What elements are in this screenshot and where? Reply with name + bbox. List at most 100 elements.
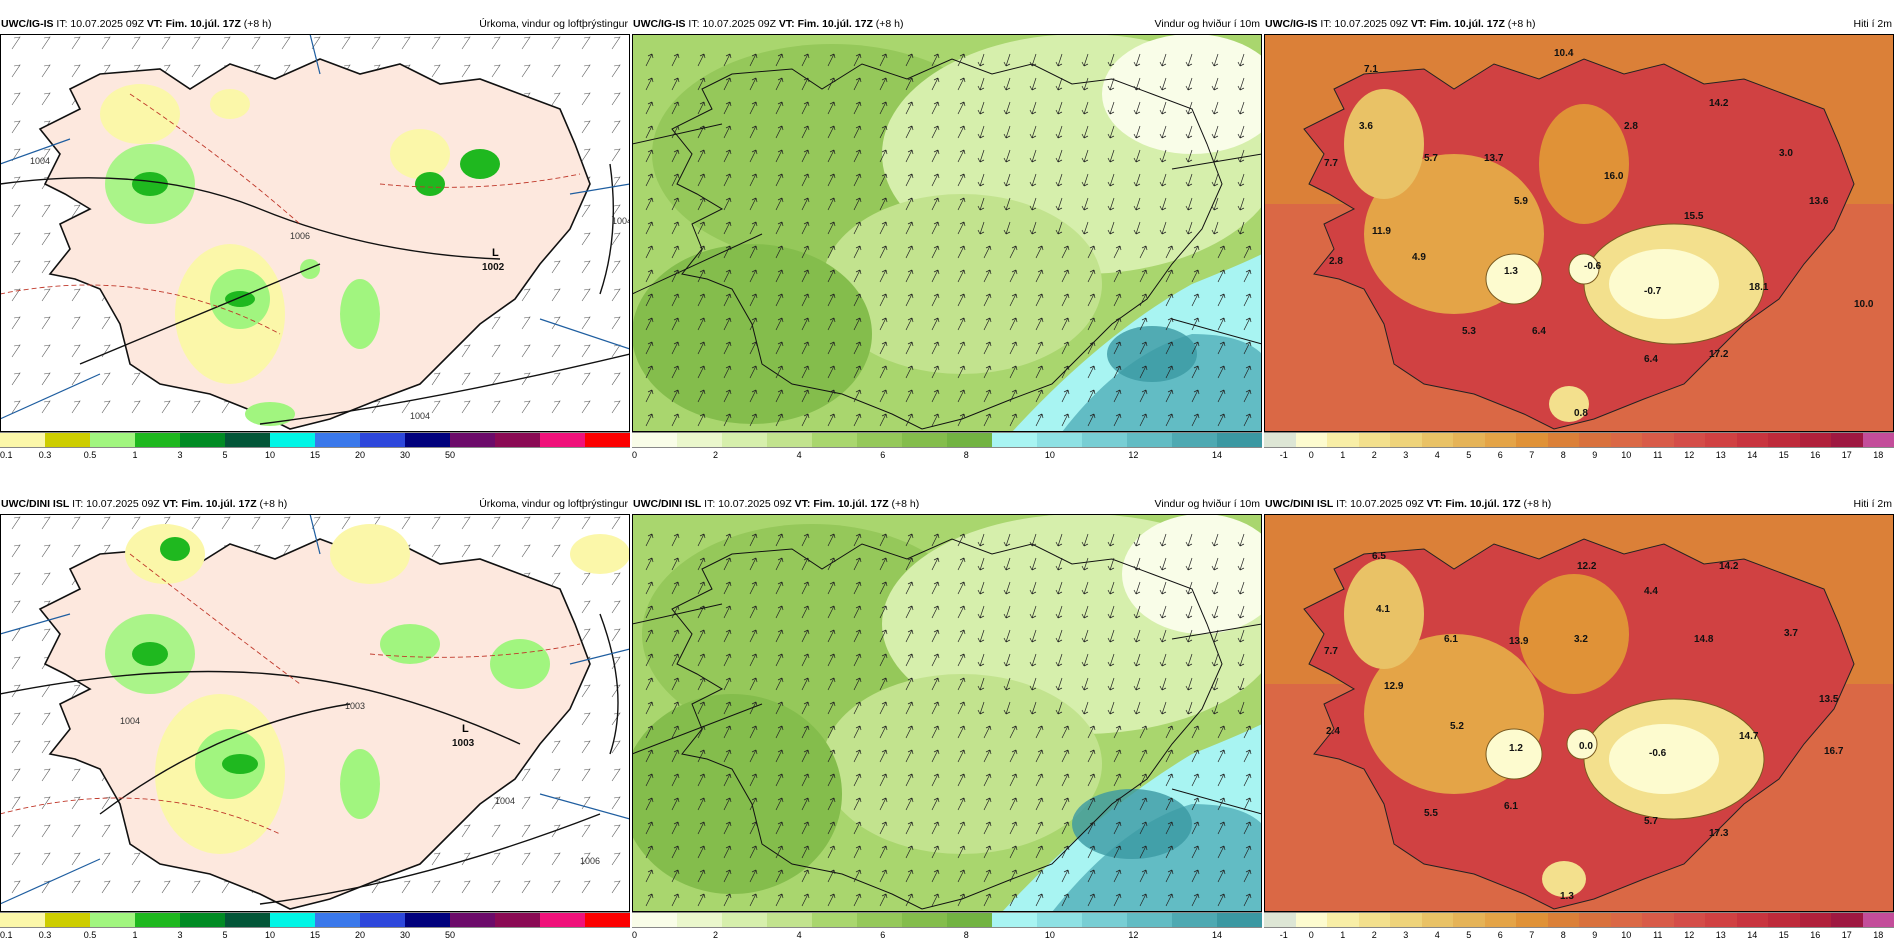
- temp-value-label: 15.5: [1684, 211, 1704, 222]
- wind-arrow: [957, 221, 966, 235]
- wind-barb: [581, 400, 591, 414]
- wind-barb: [551, 768, 561, 782]
- colorbar-swatch: [1579, 913, 1611, 927]
- wind-barb: [431, 516, 441, 530]
- temp-value-label: 5.7: [1644, 816, 1658, 827]
- wind-arrow: [749, 245, 758, 259]
- wind-arrow: [905, 341, 914, 355]
- wind-barb: [11, 316, 21, 330]
- wind-arrow: [1243, 413, 1252, 427]
- wind-arrow: [879, 221, 888, 235]
- temp-value-label: 17.2: [1709, 349, 1729, 360]
- colorbar-swatch: [632, 433, 677, 447]
- wind-arrow: [1087, 773, 1096, 787]
- wind-arrow: [723, 149, 732, 163]
- colorbar-tick-label: 0.1: [0, 930, 13, 940]
- wind-barb: [71, 768, 81, 782]
- wind-arrow: [1009, 245, 1018, 259]
- colorbar-swatch: [495, 913, 540, 927]
- wind-barb: [491, 400, 501, 414]
- wind-arrow: [1009, 413, 1018, 427]
- colorbar-swatch: [1082, 913, 1127, 927]
- wind-arrow: [1211, 221, 1219, 235]
- wind-arrow: [801, 701, 810, 715]
- colorbar-swatch: [1264, 913, 1296, 927]
- wind-arrow: [879, 533, 888, 547]
- wind-barb: [581, 740, 591, 754]
- wind-arrow: [1087, 893, 1096, 907]
- wind-arrow: [1003, 53, 1011, 67]
- wind-arrow: [977, 653, 985, 667]
- wind-arrow: [879, 389, 888, 403]
- panel-header: UWC/IG-IS IT: 10.07.2025 09Z VT: Fim. 10…: [1264, 17, 1894, 32]
- wind-barb: [71, 400, 81, 414]
- wind-barb: [431, 36, 441, 50]
- wind-arrow: [1191, 389, 1200, 403]
- wind-arrow: [1211, 173, 1219, 187]
- wind-arrow: [1185, 125, 1193, 139]
- wind-arrow: [1139, 413, 1148, 427]
- wind-arrow: [957, 197, 966, 211]
- colorbar-swatch: [632, 913, 677, 927]
- wind-arrow: [1243, 317, 1252, 331]
- wind-barb: [611, 64, 621, 78]
- wind-barb: [581, 572, 591, 586]
- wind-arrow: [853, 413, 862, 427]
- wind-arrow: [853, 869, 862, 883]
- wind-arrow: [1133, 149, 1141, 163]
- wind-barb: [611, 572, 621, 586]
- wind-barb: [521, 880, 531, 894]
- wind-arrow: [1159, 149, 1167, 163]
- model-name: UWC/DINI ISL: [633, 498, 702, 510]
- wind-arrow: [645, 557, 654, 571]
- wind-arrow: [983, 317, 992, 331]
- wind-arrow: [749, 677, 758, 691]
- wind-arrow: [1243, 269, 1252, 283]
- wind-arrow: [671, 677, 680, 691]
- wind-arrow: [1237, 533, 1245, 547]
- wind-arrow: [977, 149, 985, 163]
- wind-arrow: [1165, 893, 1174, 907]
- colorbar-tick-label: 10: [1044, 930, 1055, 940]
- colorbar-swatch: [1172, 433, 1217, 447]
- colorbar-swatch: [450, 433, 495, 447]
- wind-barb: [41, 400, 51, 414]
- wind-barb: [581, 372, 591, 386]
- wind-arrow: [853, 197, 862, 211]
- wind-arrow: [645, 389, 654, 403]
- wind-arrow: [1081, 53, 1089, 67]
- wind-barb: [491, 880, 501, 894]
- wind-arrow: [931, 173, 940, 187]
- dashed-isotherms: [0, 553, 581, 835]
- wind-arrow: [931, 869, 940, 883]
- wind-arrow: [1035, 269, 1044, 283]
- colorbar-temp: [1264, 912, 1894, 928]
- wind-arrow: [1055, 629, 1063, 643]
- wind-arrow: [1243, 821, 1252, 835]
- colorbar-tick-label: 4: [1434, 450, 1440, 460]
- temp-value-label: 11.9: [1372, 226, 1391, 237]
- wind-arrow: [1139, 245, 1148, 259]
- wind-arrow: [827, 845, 836, 859]
- wind-arrow: [645, 749, 654, 763]
- temp-value-label: 4.9: [1412, 252, 1426, 263]
- wind-arrow: [827, 653, 836, 667]
- wind-arrow: [1029, 53, 1037, 67]
- wind-arrow: [1087, 725, 1096, 739]
- wind-barb: [71, 204, 81, 218]
- wind-arrow: [1159, 677, 1167, 691]
- wind-arrow: [1029, 677, 1037, 691]
- wind-arrow: [905, 77, 914, 91]
- wind-barb: [611, 852, 621, 866]
- wind-barb: [311, 516, 321, 530]
- wind-arrow: [1035, 365, 1044, 379]
- wind-arrow: [1191, 269, 1200, 283]
- wind-arrow: [827, 557, 836, 571]
- temp-value-label: 14.8: [1694, 634, 1714, 645]
- wind-arrow: [1035, 869, 1044, 883]
- valid-time: VT: Fim. 10.júl. 17Z: [778, 18, 873, 30]
- wind-arrow: [1081, 101, 1089, 115]
- wind-barb: [611, 204, 621, 218]
- wind-arrow: [1113, 749, 1122, 763]
- wind-arrow: [749, 173, 758, 187]
